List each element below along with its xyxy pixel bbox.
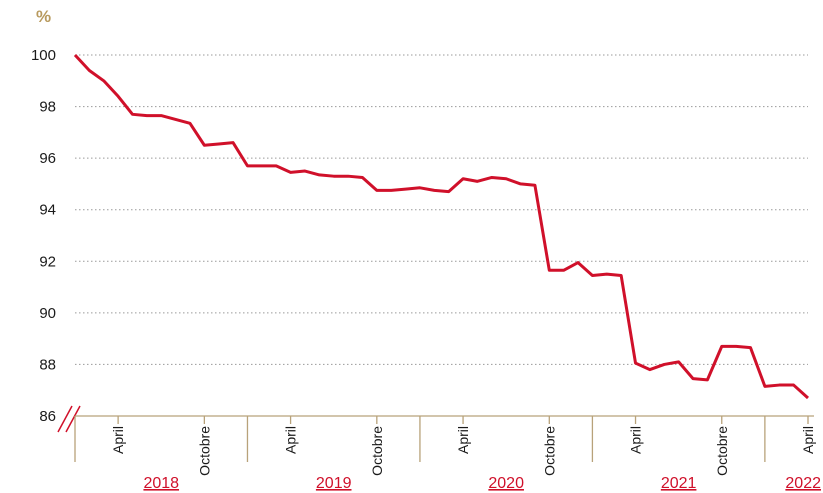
year-label: 2019 bbox=[316, 475, 352, 492]
year-label: 2018 bbox=[143, 475, 179, 492]
x-tick-label: Octobre bbox=[196, 426, 212, 476]
y-tick-label: 92 bbox=[39, 253, 56, 270]
x-tick-label: April bbox=[110, 426, 126, 454]
x-tick-label: Octobre bbox=[541, 426, 557, 476]
y-axis-label: % bbox=[36, 7, 51, 26]
x-tick-label: Octobre bbox=[714, 426, 730, 476]
y-tick-label: 88 bbox=[39, 356, 56, 373]
year-label: 2020 bbox=[488, 475, 524, 492]
axis-break bbox=[57, 405, 81, 433]
x-tick-label: April bbox=[800, 426, 816, 454]
year-label: 2021 bbox=[661, 475, 697, 492]
y-tick-label: 86 bbox=[39, 408, 56, 425]
line bbox=[73, 53, 810, 400]
y-tick-label: 98 bbox=[39, 99, 56, 116]
x-tick-label: Octobre bbox=[369, 426, 385, 476]
y-tick-label: 100 bbox=[31, 47, 56, 64]
y-tick-label: 90 bbox=[39, 305, 56, 322]
y-tick-label: 94 bbox=[39, 202, 56, 219]
y-tick-label: 96 bbox=[39, 150, 56, 167]
year-label: 2022 bbox=[785, 475, 821, 492]
x-tick-label: April bbox=[283, 426, 299, 454]
x-tick-label: April bbox=[628, 426, 644, 454]
x-tick-label: April bbox=[455, 426, 471, 454]
